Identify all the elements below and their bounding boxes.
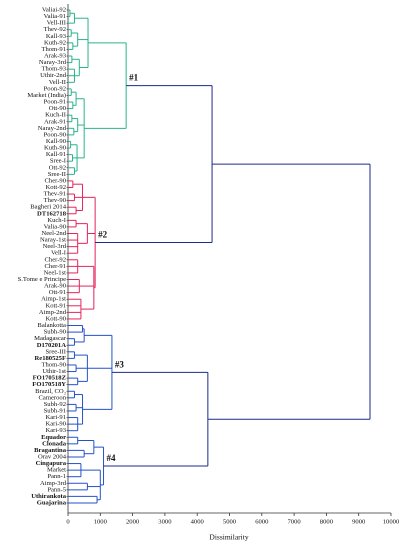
leaf-label: Kott-91 [45, 302, 66, 309]
x-tick-label: 7000 [288, 519, 302, 526]
leaf-label: Neel-1st [44, 269, 67, 276]
leaf-label: Madagascar [34, 335, 67, 342]
leaf-label: Equador [41, 434, 66, 441]
leaf-label: Arak-91 [44, 118, 66, 125]
leaf-label: Uthirankota [31, 493, 67, 500]
leaf-label: Thev-91 [44, 191, 66, 198]
leaf-label: Ott-92 [49, 164, 66, 171]
cluster-label: #2 [98, 230, 108, 240]
leaf-label: Re180525F [35, 355, 67, 362]
leaf-label: Kari-91 [45, 414, 66, 421]
leaf-label: Cher-91 [45, 263, 66, 270]
leaf-label: Aimp-1st [41, 296, 66, 303]
leaf-label: Bragantina [34, 447, 67, 454]
leaf-label: Pann-5 [47, 486, 66, 493]
leaf-label: S.Tome e Principe [18, 276, 67, 283]
leaf-label: Arak-90 [44, 283, 67, 290]
leaf-label: Kall-93 [46, 33, 67, 40]
leaf-label: Brazil, CO₂ [35, 388, 66, 395]
leaf-label: Kuth-90 [44, 145, 67, 152]
leaf-label: Aimp-3rd [40, 480, 67, 487]
x-tick-label: 2000 [126, 519, 140, 526]
leaf-label: Uthir-2nd [40, 72, 67, 79]
x-tick-label: 3000 [158, 519, 172, 526]
leaf-label: Vell-I [51, 250, 66, 257]
leaf-label: Poon-90 [44, 131, 67, 138]
leaf-label: Guajarina [37, 500, 67, 507]
leaf-label: Aimp-2nd [39, 309, 67, 316]
leaf-label: Kall-91 [46, 151, 66, 158]
leaf-label: Thom-93 [41, 66, 66, 73]
cluster-label: #1 [129, 73, 139, 83]
x-axis-title: Dissimilarity [209, 533, 248, 542]
leaf-label: Thev-90 [44, 197, 67, 204]
leaf-label: Balankotta [37, 322, 66, 329]
leaf-label: Cher-90 [45, 177, 67, 184]
leaf-label: Subh-90 [44, 329, 67, 336]
leaf-label: Pann-1 [47, 473, 66, 480]
leaf-label: Subh-91 [44, 407, 66, 414]
leaf-label: Kari-93 [45, 427, 66, 434]
cluster-label: #3 [115, 359, 125, 369]
leaf-label: Kari-90 [45, 421, 66, 428]
leaf-label: Poon-91 [44, 99, 66, 106]
leaf-label: D170201A [37, 342, 67, 349]
leaf-label: Kuch-II [45, 112, 66, 119]
x-tick-label: 5000 [223, 519, 237, 526]
leaf-label: Clonada [42, 440, 67, 447]
leaf-label: Neel-3rd [43, 243, 67, 250]
leaf-label: Uthir-1st [42, 368, 66, 375]
leaf-label: Thev-92 [44, 26, 66, 33]
leaf-label: Cher-92 [45, 256, 66, 263]
x-tick-label: 1000 [94, 519, 108, 526]
leaf-label: Thom-91 [41, 46, 66, 53]
leaf-label: Valiai-92 [42, 7, 66, 14]
leaf-label: Sree-I [50, 158, 66, 165]
leaf-label: Kuch-I [47, 217, 66, 224]
leaf-label: Cameroon [39, 394, 67, 401]
x-tick-label: 9000 [352, 519, 366, 526]
leaf-label: Vell-III [47, 20, 66, 27]
leaf-label: Naray-1st [40, 237, 66, 244]
leaf-label: Naray-3rd [39, 59, 67, 66]
leaf-label: Kott-90 [45, 315, 66, 322]
x-tick-label: 4000 [191, 519, 205, 526]
x-tick-label: 6000 [255, 519, 269, 526]
leaf-label: Naray-2nd [38, 125, 67, 132]
leaf-label: Kall-90 [46, 138, 67, 145]
leaf-label: Cingapura [36, 460, 67, 467]
leaf-label: Ott-90 [49, 105, 67, 112]
x-tick-label: 8000 [320, 519, 334, 526]
leaf-label: Valia-90 [44, 223, 67, 230]
x-tick-label: 10000 [383, 519, 400, 526]
leaf-label: Vell-II [49, 79, 66, 86]
cluster-label: #4 [107, 453, 117, 463]
leaf-label: Arak-93 [44, 53, 67, 60]
leaf-label: Bagheri 2014 [30, 204, 66, 211]
leaf-label: Neel-2nd [41, 230, 66, 237]
leaf-label: Market (India) [27, 92, 66, 99]
x-tick-label: 0 [66, 519, 70, 526]
leaf-label: Subh-92 [44, 401, 66, 408]
leaf-label: Kuth-92 [44, 39, 66, 46]
leaf-label: Valia-91 [44, 13, 66, 20]
leaf-label: FO170518Z [33, 375, 67, 382]
leaf-label: Sree-II [48, 171, 66, 178]
leaf-label: Orav 2004 [38, 454, 67, 461]
leaf-label: Ott-91 [49, 289, 66, 296]
leaf-label: Thom-90 [41, 361, 66, 368]
leaf-label: Poon-92 [44, 85, 66, 92]
leaf-label: DT162718 [37, 210, 67, 217]
leaf-label: Kott-92 [45, 184, 66, 191]
leaf-label: Market [47, 467, 66, 474]
leaf-label: FO170518Y [32, 381, 66, 388]
leaf-label: Sree-III [46, 348, 67, 355]
